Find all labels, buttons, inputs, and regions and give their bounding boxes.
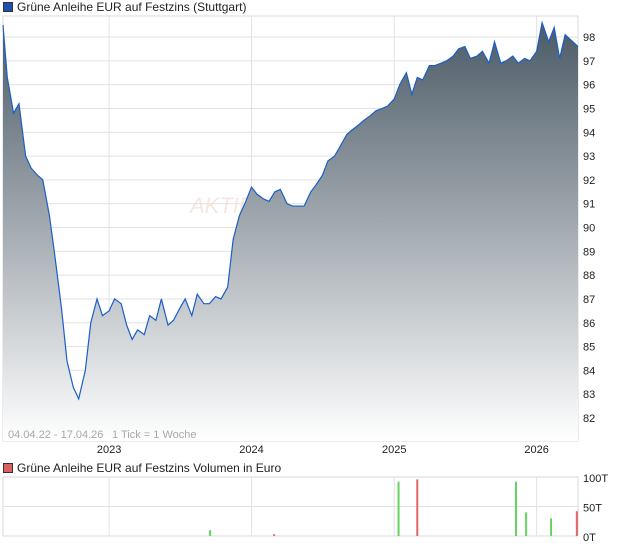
- price-line: [2, 20, 579, 401]
- y-tick-label: 82: [583, 413, 595, 425]
- volume-legend: Grüne Anleihe EUR auf Festzins Volumen i…: [3, 461, 281, 475]
- y-tick-label: 97: [583, 56, 595, 68]
- y-tick-label: 88: [583, 270, 595, 282]
- y-tick-label: 93: [583, 151, 595, 163]
- price-legend: Grüne Anleihe EUR auf Festzins (Stuttgar…: [3, 0, 246, 14]
- volume-legend-label: Grüne Anleihe EUR auf Festzins Volumen i…: [17, 461, 282, 475]
- volume-bar: [209, 530, 212, 536]
- y-tick-label: 94: [583, 127, 595, 139]
- volume-y-tick-label: 100T: [583, 473, 608, 485]
- y-tick-label: 91: [583, 199, 595, 211]
- y-tick-label: 98: [583, 32, 595, 44]
- price-legend-label: Grüne Anleihe EUR auf Festzins (Stuttgar…: [17, 0, 247, 14]
- y-tick-label: 87: [583, 294, 595, 306]
- y-tick-label: 84: [583, 365, 595, 377]
- volume-bar: [514, 481, 517, 536]
- volume-bar: [397, 481, 400, 536]
- y-tick-label: 90: [583, 223, 595, 235]
- y-tick-label: 92: [583, 175, 595, 187]
- price-area: [3, 22, 578, 442]
- volume-bar: [416, 479, 419, 536]
- volume-y-tick-label: 50T: [583, 503, 602, 515]
- volume-legend-swatch: [3, 463, 13, 473]
- y-tick-label: 83: [583, 389, 595, 401]
- tick-interval-label: 1 Tick = 1 Woche: [112, 429, 196, 441]
- x-tick-label: 2024: [239, 444, 263, 456]
- volume-bar: [550, 518, 553, 536]
- y-tick-label: 89: [583, 246, 595, 258]
- y-tick-label: 86: [583, 318, 595, 330]
- date-range-label: 04.04.22 - 17.04.26: [8, 429, 103, 441]
- y-tick-label: 95: [583, 103, 595, 115]
- volume-y-tick-label: 0T: [583, 532, 596, 544]
- volume-bar: [273, 534, 276, 536]
- volume-bar: [575, 511, 578, 536]
- x-tick-label: 2025: [382, 444, 406, 456]
- x-tick-label: 2026: [524, 444, 548, 456]
- x-tick-label: 2023: [97, 444, 121, 456]
- volume-bar: [525, 512, 528, 536]
- y-tick-label: 96: [583, 80, 595, 92]
- price-legend-swatch: [3, 2, 13, 12]
- y-tick-label: 85: [583, 342, 595, 354]
